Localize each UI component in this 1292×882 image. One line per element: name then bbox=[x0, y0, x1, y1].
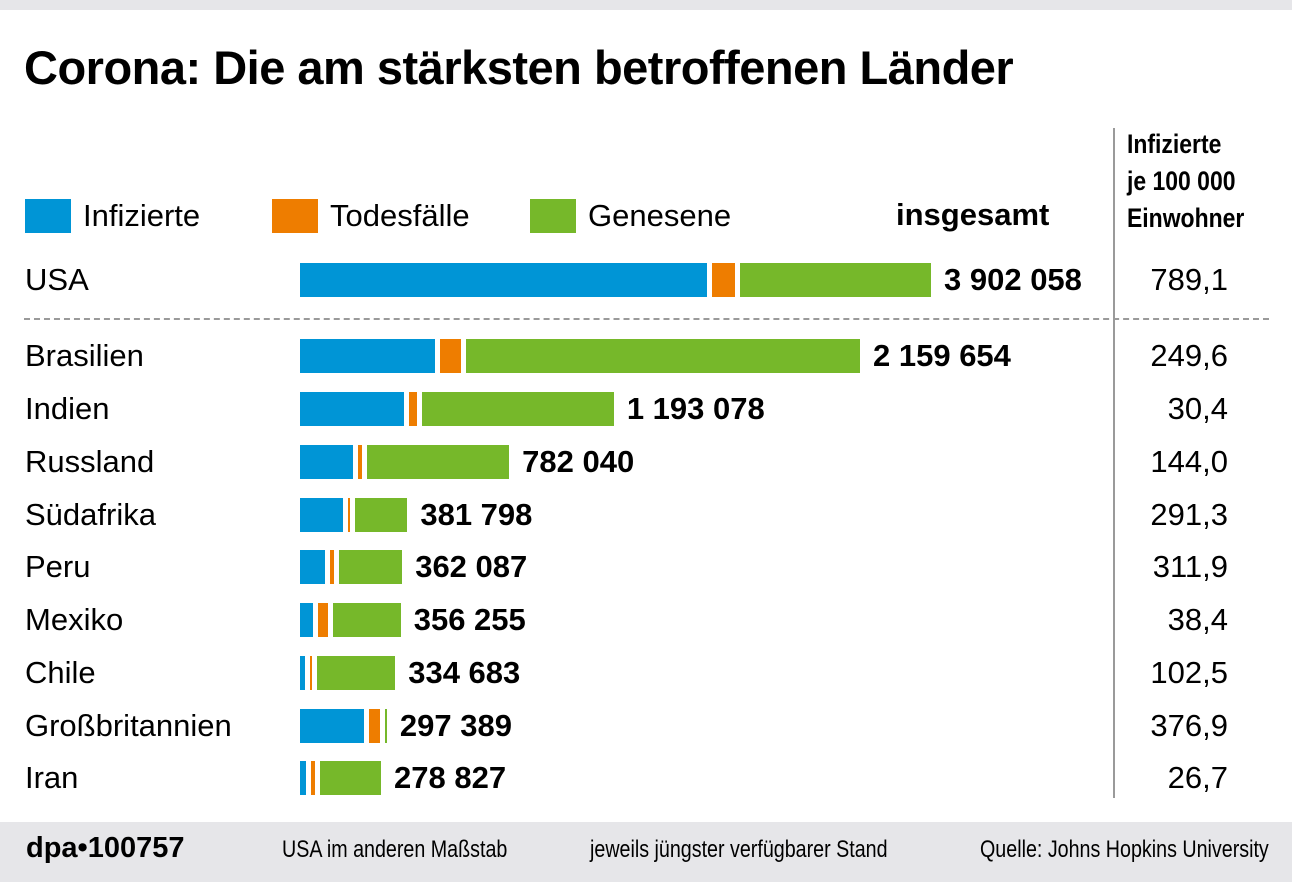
rate-header-line: Einwohner bbox=[1127, 203, 1245, 233]
bar-todesfaelle bbox=[317, 603, 328, 637]
rate-label: 26,7 bbox=[1167, 760, 1228, 795]
bar-todesfaelle bbox=[712, 263, 735, 297]
bar-infizierte bbox=[300, 656, 306, 690]
bar-todesfaelle bbox=[368, 709, 381, 743]
bar-todesfaelle bbox=[310, 656, 313, 690]
bar-genesene bbox=[421, 392, 614, 426]
total-label: 782 040 bbox=[522, 444, 635, 479]
legend-genesene: Genesene bbox=[530, 198, 731, 234]
total-label: 1 193 078 bbox=[626, 391, 765, 426]
legend-label: Genesene bbox=[588, 198, 732, 233]
total-label: 362 087 bbox=[415, 549, 528, 584]
legend-label: Todesfälle bbox=[330, 198, 470, 233]
bar-genesene bbox=[354, 498, 408, 532]
usa-separator-dashed-line bbox=[24, 318, 1269, 320]
bar-infizierte bbox=[300, 392, 405, 426]
rate-header-line: Infizierte bbox=[1127, 129, 1222, 159]
rate-label: 789,1 bbox=[1150, 262, 1228, 297]
bar-todesfaelle bbox=[348, 498, 350, 532]
bar-todesfaelle bbox=[409, 392, 417, 426]
source-note: Quelle: Johns Hopkins University bbox=[980, 836, 1269, 863]
total-label: 2 159 654 bbox=[873, 338, 1011, 373]
dpa-graphic-id: dpa•100757 bbox=[26, 832, 185, 864]
total-label: 356 255 bbox=[413, 602, 526, 637]
chart-title: Corona: Die am stärksten betroffenen Län… bbox=[24, 41, 1014, 94]
bar-infizierte bbox=[300, 445, 354, 479]
bar-infizierte bbox=[300, 339, 435, 373]
bar-genesene bbox=[465, 339, 860, 373]
bar-todesfaelle bbox=[311, 761, 315, 795]
legend-infizierte: Infizierte bbox=[25, 198, 200, 234]
country-label: USA bbox=[25, 262, 89, 297]
bar-infizierte bbox=[300, 761, 307, 795]
rate-label: 30,4 bbox=[1167, 391, 1228, 426]
note-scale: USA im anderen Maßstab bbox=[282, 836, 508, 863]
country-label: Großbritannien bbox=[25, 708, 232, 743]
country-label: Peru bbox=[25, 549, 91, 584]
legend-swatch-todesfaelle bbox=[272, 199, 318, 233]
bar-todesfaelle bbox=[358, 445, 362, 479]
bar-todesfaelle bbox=[439, 339, 461, 373]
bar-infizierte bbox=[300, 498, 344, 532]
rate-label: 376,9 bbox=[1150, 708, 1228, 743]
legend-swatch-genesene bbox=[530, 199, 576, 233]
country-label: Chile bbox=[25, 655, 96, 690]
bar-genesene bbox=[385, 709, 387, 743]
country-label: Mexiko bbox=[25, 602, 124, 637]
total-label: 381 798 bbox=[420, 497, 533, 532]
bar-todesfaelle bbox=[330, 550, 334, 584]
rate-label: 291,3 bbox=[1150, 497, 1228, 532]
bar-genesene bbox=[366, 445, 510, 479]
rate-label: 102,5 bbox=[1150, 655, 1228, 690]
legend-swatch-infizierte bbox=[25, 199, 71, 233]
bar-genesene bbox=[740, 263, 931, 297]
rate-header-line: je 100 000 bbox=[1127, 166, 1236, 196]
rate-label: 311,9 bbox=[1152, 549, 1228, 584]
top-band bbox=[0, 0, 1292, 10]
country-label: Russland bbox=[25, 444, 155, 479]
total-label: 278 827 bbox=[394, 760, 507, 795]
rate-column-header: Infizierte je 100 000 Einwohner bbox=[1127, 126, 1244, 237]
bar-infizierte bbox=[300, 603, 313, 637]
total-label: 297 389 bbox=[399, 708, 512, 743]
total-label: 3 902 058 bbox=[944, 262, 1082, 297]
bar-genesene bbox=[333, 603, 401, 637]
rate-label: 38,4 bbox=[1167, 602, 1228, 637]
note-date: jeweils jüngster verfügbarer Stand bbox=[590, 836, 888, 863]
total-column-header: insgesamt bbox=[896, 197, 1050, 232]
rate-label: 249,6 bbox=[1150, 338, 1228, 373]
bar-genesene bbox=[338, 550, 403, 584]
bar-infizierte bbox=[300, 709, 364, 743]
country-label: Iran bbox=[25, 760, 79, 795]
country-label: Indien bbox=[25, 391, 110, 426]
bar-infizierte bbox=[300, 263, 708, 297]
rate-label: 144,0 bbox=[1150, 444, 1228, 479]
country-label: Südafrika bbox=[25, 497, 156, 532]
bar-genesene bbox=[317, 656, 396, 690]
total-label: 334 683 bbox=[408, 655, 521, 690]
bar-infizierte bbox=[300, 550, 326, 584]
legend-todesfaelle: Todesfälle bbox=[272, 198, 470, 234]
bar-genesene bbox=[319, 761, 381, 795]
country-label: Brasilien bbox=[25, 338, 144, 373]
column-divider bbox=[1113, 128, 1115, 798]
legend-label: Infizierte bbox=[83, 198, 201, 233]
footer-band bbox=[0, 822, 1292, 882]
